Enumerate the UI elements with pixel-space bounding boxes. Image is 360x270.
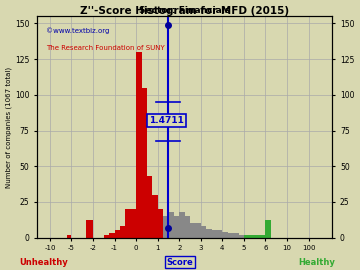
Text: Healthy: Healthy <box>298 258 335 266</box>
Bar <box>67 235 72 238</box>
Bar <box>265 221 271 238</box>
Text: 1.4711: 1.4711 <box>149 116 184 125</box>
Bar <box>125 209 131 238</box>
Bar <box>131 209 136 238</box>
Bar <box>255 235 260 238</box>
Bar <box>228 233 233 238</box>
Bar <box>109 233 114 238</box>
Bar <box>120 226 125 238</box>
Bar <box>233 233 239 238</box>
Bar <box>86 221 93 238</box>
Bar <box>249 235 255 238</box>
Bar <box>206 229 212 238</box>
Bar <box>158 209 163 238</box>
Text: Unhealthy: Unhealthy <box>19 258 68 266</box>
Text: ©www.textbiz.org: ©www.textbiz.org <box>46 27 109 34</box>
Bar <box>168 212 174 238</box>
Bar <box>244 235 249 238</box>
Bar <box>201 226 206 238</box>
Bar <box>239 235 244 238</box>
Text: Sector: Financials: Sector: Financials <box>139 6 230 15</box>
Bar <box>222 232 228 238</box>
Bar <box>136 52 141 238</box>
Bar <box>104 235 109 238</box>
Bar <box>152 195 158 238</box>
Bar <box>163 216 168 238</box>
Bar <box>212 231 217 238</box>
Y-axis label: Number of companies (1067 total): Number of companies (1067 total) <box>5 66 12 188</box>
Bar <box>114 231 120 238</box>
Bar <box>260 235 265 238</box>
Bar <box>195 223 201 238</box>
Bar <box>179 212 185 238</box>
Bar <box>174 216 179 238</box>
Title: Z''-Score Histogram for MFD (2015): Z''-Score Histogram for MFD (2015) <box>80 6 289 16</box>
Text: The Research Foundation of SUNY: The Research Foundation of SUNY <box>46 45 165 51</box>
Bar <box>190 223 195 238</box>
Bar <box>217 231 222 238</box>
Bar <box>147 176 152 238</box>
Bar <box>141 88 147 238</box>
Text: Score: Score <box>167 258 193 266</box>
Bar <box>185 216 190 238</box>
